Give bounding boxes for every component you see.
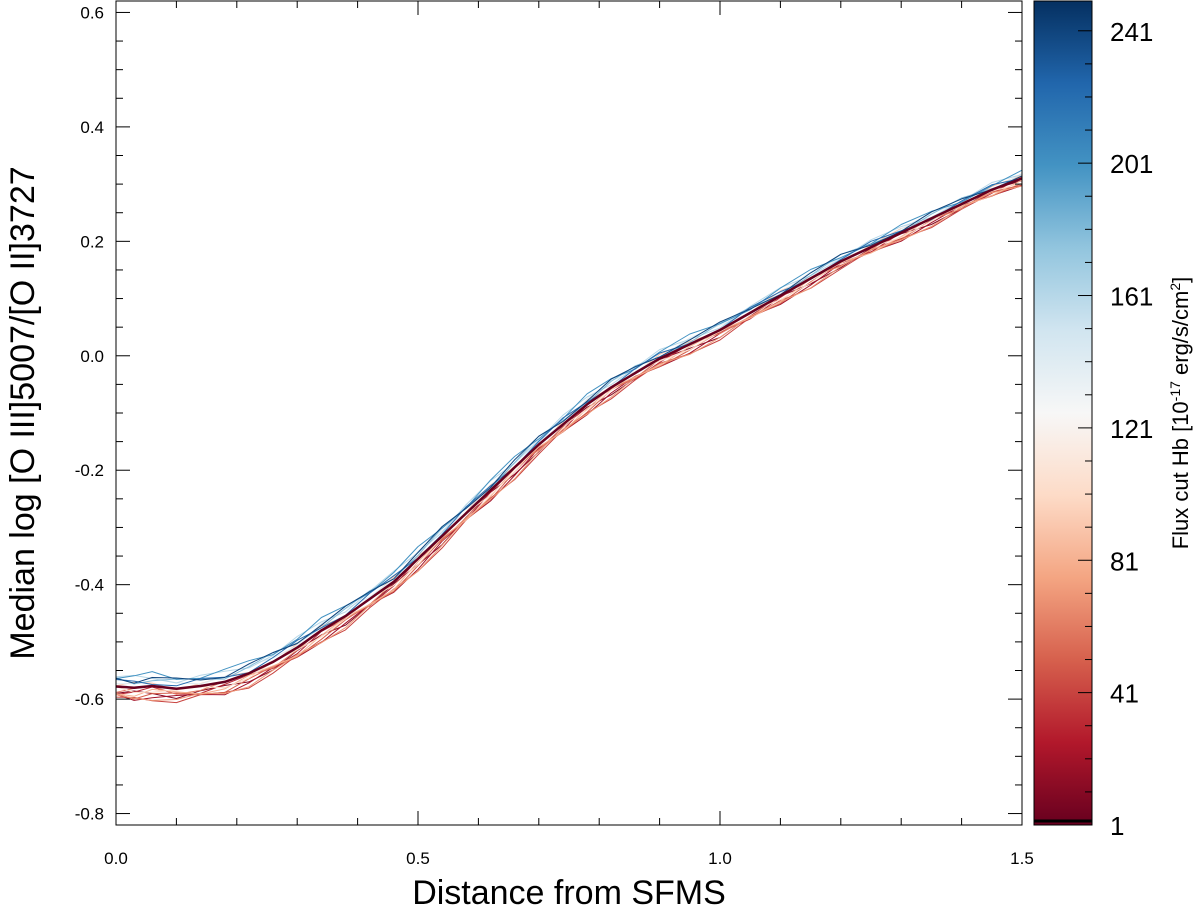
y-tick-label: -0.4: [75, 576, 104, 595]
y-tick-label: 0.4: [80, 118, 104, 137]
colorbar-ticks: 1 41 81 121 161 201 241: [1078, 17, 1153, 841]
series-line: [116, 185, 1022, 701]
x-tick-label: 1.0: [708, 849, 732, 868]
y-tick-label: -0.2: [75, 461, 104, 480]
series-line: [116, 177, 1022, 687]
colorbar-tick-label: 1: [1110, 811, 1124, 841]
series-line: [116, 173, 1022, 685]
colorbar-tick-label: 81: [1110, 546, 1139, 576]
y-tick-label: 0.2: [80, 232, 104, 251]
colorbar-title-end: ]: [1168, 277, 1193, 283]
series-line: [116, 182, 1022, 693]
colorbar-title: Flux cut Hb [10-17 erg/s/cm2]: [1167, 277, 1193, 550]
colorbar-title-sup2: 2: [1167, 283, 1183, 291]
x-axis-title: Distance from SFMS: [412, 874, 726, 912]
y-tick-label: -0.6: [75, 690, 104, 709]
series-layer: [116, 169, 1022, 704]
x-tick-label: 1.5: [1010, 849, 1034, 868]
series-line: [116, 184, 1022, 704]
series-line: [116, 175, 1022, 684]
y-axis-title: Median log [O III]5007/[O II]3727: [4, 166, 42, 659]
colorbar-tick-label: 41: [1110, 679, 1139, 709]
y-axis: -0.8 -0.6 -0.4 -0.2 0.0 0.2 0.4 0.6: [75, 3, 1022, 824]
series-line: [116, 174, 1022, 684]
x-tick-label: 0.0: [104, 849, 128, 868]
x-axis: 0.0 0.5 1.0 1.5: [104, 1, 1034, 868]
colorbar-title-sup1: -17: [1167, 381, 1183, 401]
series-line: [116, 176, 1022, 695]
series-line: [116, 179, 1022, 697]
y-tick-label: -0.8: [75, 805, 104, 824]
series-line: [116, 180, 1022, 699]
series-line-highlight: [116, 177, 1022, 691]
colorbar: 1 41 81 121 161 201 241 Flux cut Hb [10-17 erg…: [1033, 0, 1193, 841]
series-line: [116, 175, 1022, 695]
series-line: [116, 182, 1022, 700]
y-tick-label: 0.0: [80, 347, 104, 366]
x-tick-label: 0.5: [406, 849, 430, 868]
colorbar-gradient: [1033, 0, 1093, 826]
series-line: [116, 185, 1022, 701]
colorbar-tick-label: 161: [1110, 282, 1153, 312]
colorbar-title-main: Flux cut Hb [10: [1168, 401, 1193, 549]
colorbar-title-mid: erg/s/cm: [1168, 291, 1193, 381]
colorbar-tick-label: 121: [1110, 414, 1153, 444]
colorbar-tick-label: 241: [1110, 17, 1153, 47]
series-line: [116, 177, 1022, 685]
series-line: [116, 174, 1022, 691]
y-tick-label: 0.6: [80, 3, 104, 22]
colorbar-tick-label: 201: [1110, 149, 1153, 179]
